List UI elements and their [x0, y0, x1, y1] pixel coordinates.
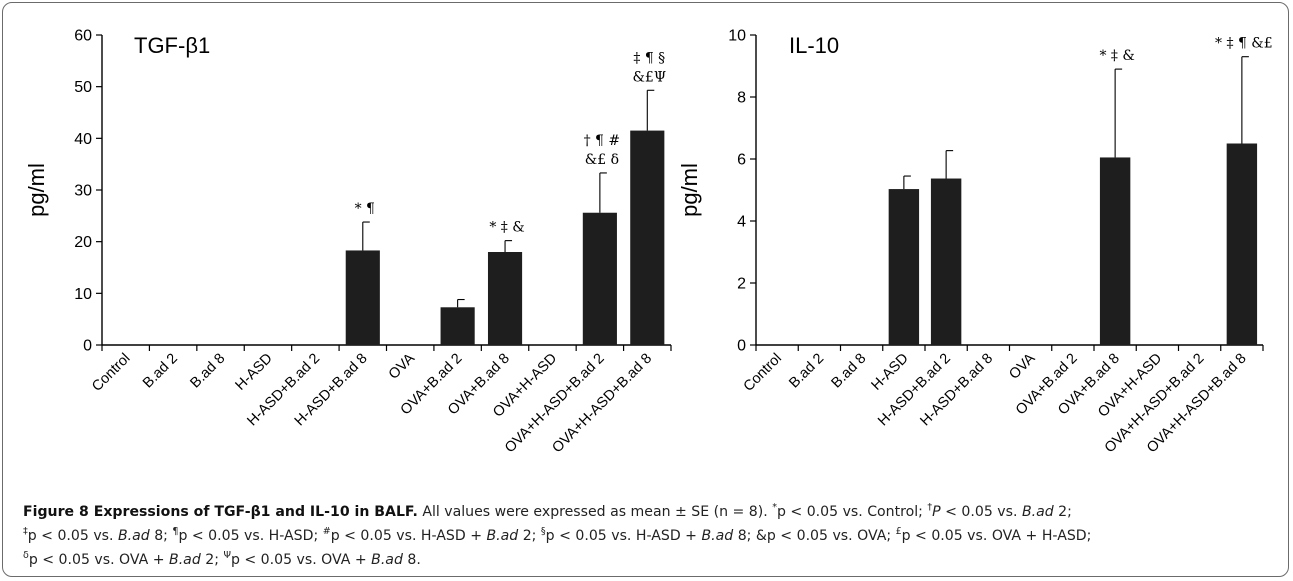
- tgf-x-tick-label: B.ad 8: [187, 351, 228, 392]
- il10-significance-label: * ‡ ¶ &£: [1215, 36, 1273, 52]
- il10-bar: [888, 189, 920, 345]
- tgf-chart-title: TGF-β1: [134, 33, 210, 58]
- tgf-y-tick-label: 60: [74, 28, 92, 45]
- caption-line-1: All values were expressed as mean ± SE (…: [422, 502, 1072, 520]
- tgf-significance-label: † ¶ #: [584, 133, 621, 149]
- tgf-y-tick-label: 40: [74, 131, 92, 148]
- tgf-x-tick-label: H-ASD: [233, 351, 276, 394]
- tgf-y-axis-label: pg/ml: [24, 163, 49, 217]
- il10-bar: [1226, 143, 1258, 345]
- tgf-y-tick-label: 50: [74, 79, 92, 96]
- figure-caption: Figure 8 Expressions of TGF-β1 and IL-10…: [23, 500, 1278, 572]
- tgf-significance-label: &£ δ: [585, 152, 619, 168]
- tgf-bar: [487, 252, 523, 345]
- tgf-y-tick-label: 20: [74, 234, 92, 251]
- tgf-x-tick-label: OVA: [386, 350, 418, 382]
- tgf-bar: [582, 212, 617, 345]
- caption-line-3: δp < 0.05 vs. OVA + B.ad 2; Ψp < 0.05 vs…: [23, 550, 421, 568]
- il10-x-tick-label: OVA: [1006, 350, 1038, 382]
- tgf-x-tick-label: B.ad 2: [140, 351, 181, 392]
- il10-bar: [1099, 157, 1131, 345]
- tgf-bar: [345, 250, 380, 345]
- tgf-significance-label: &£Ψ: [632, 69, 666, 85]
- il10-y-tick-label: 10: [728, 28, 746, 45]
- caption-heading: Figure 8 Expressions of TGF-β1 and IL-10…: [23, 504, 418, 520]
- il10-x-tick-label: H-ASD+B.ad 2: [875, 351, 954, 430]
- il10-y-tick-label: 6: [737, 152, 746, 169]
- tgf-bar: [440, 307, 475, 345]
- tgf-y-tick-label: 30: [74, 183, 92, 200]
- il10-x-tick-label: B.ad 2: [786, 351, 827, 392]
- il10-chart-title: IL-10: [789, 33, 839, 58]
- il10-significance-label: * ‡ &: [1099, 48, 1134, 64]
- il10-y-tick-label: 0: [737, 338, 746, 355]
- tgf-significance-label: * ¶: [355, 201, 375, 217]
- tgf-significance-label: * ‡ &: [489, 220, 524, 236]
- tgf-significance-label: ‡ ¶ §: [633, 50, 665, 66]
- tgf-chart: 0 10 20 30 40 50 60 pg/ml TGF-β1 Control B.ad 2 B.a…: [24, 28, 672, 456]
- il10-x-tick-label: H-ASD+B.ad 8: [917, 351, 996, 430]
- tgf-bar: [630, 130, 665, 345]
- tgf-y-tick-label: 0: [83, 338, 92, 355]
- caption-line-2: ‡p < 0.05 vs. B.ad 8; ¶p < 0.05 vs. H-AS…: [23, 526, 1092, 544]
- tgf-x-tick-label: Control: [89, 351, 133, 395]
- il10-x-tick-label: Control: [741, 351, 785, 395]
- il10-y-tick-label: 4: [737, 214, 746, 231]
- il10-y-tick-label: 2: [737, 276, 746, 293]
- il10-x-tick-label: B.ad 8: [828, 351, 869, 392]
- il10-y-axis-label: pg/ml: [677, 163, 702, 217]
- il10-y-tick-label: 8: [737, 90, 746, 107]
- il10-bar: [930, 178, 962, 345]
- tgf-y-tick-label: 10: [74, 286, 92, 303]
